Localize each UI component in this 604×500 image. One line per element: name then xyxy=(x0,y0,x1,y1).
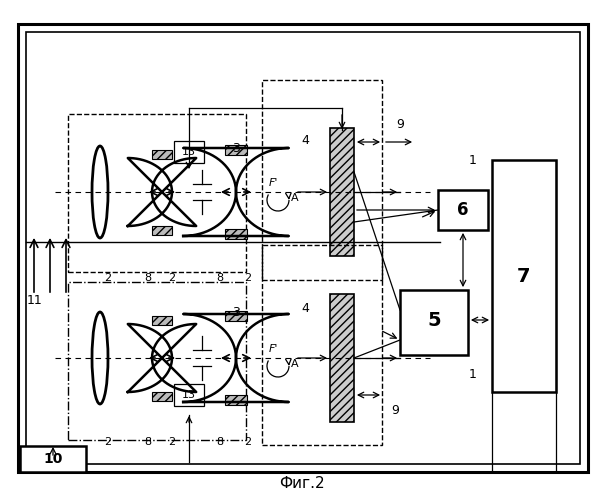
Text: 8: 8 xyxy=(216,437,223,447)
Bar xyxy=(262,80,382,280)
Bar xyxy=(438,190,488,230)
Bar xyxy=(330,294,354,422)
Bar xyxy=(26,32,580,464)
Bar xyxy=(400,290,468,355)
Text: 8: 8 xyxy=(216,273,223,283)
Bar xyxy=(152,226,172,234)
Text: 2: 2 xyxy=(245,437,251,447)
Bar xyxy=(225,311,247,321)
Text: 9: 9 xyxy=(391,404,399,416)
Bar xyxy=(492,160,556,392)
Text: 10: 10 xyxy=(43,452,63,466)
Text: 4: 4 xyxy=(301,302,309,314)
Text: 1: 1 xyxy=(469,154,477,166)
Bar xyxy=(152,392,172,400)
Text: 13: 13 xyxy=(182,147,196,157)
Text: Фиг.2: Фиг.2 xyxy=(279,476,325,492)
Bar xyxy=(152,150,172,158)
Bar xyxy=(330,128,354,256)
Bar xyxy=(152,316,172,324)
Bar xyxy=(18,24,588,472)
Text: 7: 7 xyxy=(517,266,531,285)
Bar xyxy=(262,245,382,445)
Bar xyxy=(225,395,247,405)
Text: 1: 1 xyxy=(469,368,477,382)
FancyBboxPatch shape xyxy=(174,141,204,163)
Bar xyxy=(68,114,246,272)
Text: 11: 11 xyxy=(27,294,43,306)
Text: 2: 2 xyxy=(104,273,112,283)
Text: 3: 3 xyxy=(232,142,240,154)
Text: F': F' xyxy=(268,344,278,354)
Text: 13: 13 xyxy=(182,390,196,400)
Bar xyxy=(225,145,247,155)
Bar xyxy=(225,229,247,239)
Bar xyxy=(68,282,246,440)
Text: 8: 8 xyxy=(144,437,152,447)
Text: A: A xyxy=(291,359,298,369)
Text: 9: 9 xyxy=(396,118,404,130)
Text: 2: 2 xyxy=(104,437,112,447)
Text: A: A xyxy=(291,193,298,203)
Text: 2: 2 xyxy=(169,273,176,283)
Text: 6: 6 xyxy=(457,201,469,219)
Bar xyxy=(20,446,86,472)
Text: 8: 8 xyxy=(144,273,152,283)
Text: 3: 3 xyxy=(232,306,240,320)
FancyBboxPatch shape xyxy=(174,384,204,406)
Text: 2: 2 xyxy=(245,273,251,283)
Text: 2: 2 xyxy=(169,437,176,447)
Text: 4: 4 xyxy=(301,134,309,146)
Text: F': F' xyxy=(268,178,278,188)
Text: 5: 5 xyxy=(427,310,441,330)
